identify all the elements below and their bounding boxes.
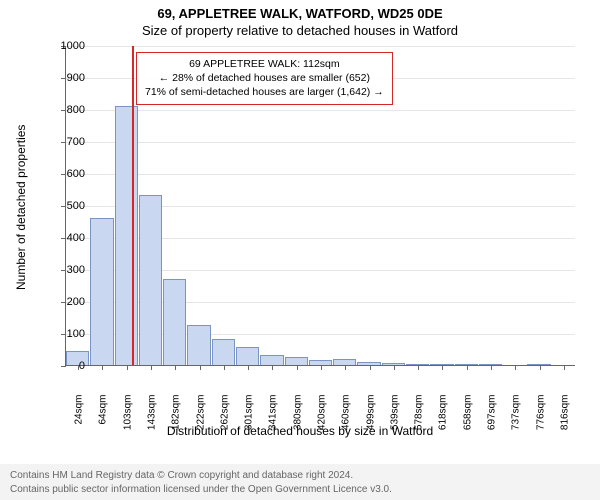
x-tick-mark [467,365,468,370]
x-tick-label: 262sqm [219,395,230,445]
annotation-line: ← 28% of detached houses are smaller (65… [145,71,384,85]
x-tick-label: 182sqm [171,395,182,445]
x-tick-mark [248,365,249,370]
x-tick-mark [200,365,201,370]
annotation-line: 71% of semi-detached houses are larger (… [145,85,384,99]
x-tick-label: 103sqm [122,395,133,445]
x-tick-mark [540,365,541,370]
x-tick-mark [127,365,128,370]
y-tick-label: 300 [45,264,85,276]
y-axis-label: Number of detached properties [14,125,28,290]
x-tick-label: 380sqm [292,395,303,445]
x-tick-label: 24sqm [74,395,85,445]
x-tick-label: 658sqm [462,395,473,445]
footer-line2: Contains public sector information licen… [10,483,590,497]
y-tick-label: 500 [45,200,85,212]
y-tick-label: 700 [45,136,85,148]
x-tick-label: 618sqm [438,395,449,445]
chart-title-address: 69, APPLETREE WALK, WATFORD, WD25 0DE [0,0,600,21]
x-tick-mark [345,365,346,370]
annotation-line: 69 APPLETREE WALK: 112sqm [145,57,384,71]
x-tick-label: 816sqm [559,395,570,445]
x-tick-label: 697sqm [487,395,498,445]
y-tick-label: 1000 [45,40,85,52]
x-tick-label: 578sqm [414,395,425,445]
x-tick-label: 222sqm [195,395,206,445]
x-tick-mark [515,365,516,370]
footer: Contains HM Land Registry data © Crown c… [0,464,600,500]
y-tick-label: 400 [45,232,85,244]
x-tick-label: 301sqm [244,395,255,445]
y-tick-label: 800 [45,104,85,116]
x-tick-label: 341sqm [268,395,279,445]
gridline [66,174,575,175]
x-tick-mark [224,365,225,370]
x-tick-label: 539sqm [389,395,400,445]
histogram-bar [187,325,210,365]
x-tick-mark [442,365,443,370]
histogram-bar [212,339,235,365]
histogram-bar [236,347,259,365]
y-tick-label: 900 [45,72,85,84]
gridline [66,110,575,111]
footer-line1: Contains HM Land Registry data © Crown c… [10,469,590,483]
chart-title-description: Size of property relative to detached ho… [0,21,600,42]
property-marker-line [132,46,134,365]
x-tick-label: 499sqm [365,395,376,445]
y-tick-label: 0 [45,360,85,372]
x-tick-label: 460sqm [341,395,352,445]
x-tick-label: 64sqm [98,395,109,445]
gridline [66,142,575,143]
x-tick-mark [102,365,103,370]
histogram-bar [260,355,283,365]
y-tick-label: 100 [45,328,85,340]
x-tick-mark [491,365,492,370]
annotation-box: 69 APPLETREE WALK: 112sqm← 28% of detach… [136,52,393,105]
x-tick-mark [297,365,298,370]
x-tick-mark [394,365,395,370]
histogram-bar [90,218,113,365]
x-tick-mark [272,365,273,370]
x-tick-mark [564,365,565,370]
x-tick-mark [418,365,419,370]
x-tick-mark [321,365,322,370]
x-tick-label: 420sqm [317,395,328,445]
plot-area: 69 APPLETREE WALK: 112sqm← 28% of detach… [65,46,575,366]
y-tick-label: 200 [45,296,85,308]
x-tick-label: 776sqm [535,395,546,445]
chart-container: 69, APPLETREE WALK, WATFORD, WD25 0DE Si… [0,0,600,460]
y-tick-label: 600 [45,168,85,180]
histogram-bar [163,279,186,365]
x-tick-label: 737sqm [511,395,522,445]
x-tick-mark [175,365,176,370]
histogram-bar [115,106,138,365]
x-tick-mark [151,365,152,370]
gridline [66,46,575,47]
x-tick-label: 143sqm [147,395,158,445]
histogram-bar [139,195,162,365]
x-tick-mark [370,365,371,370]
histogram-bar [285,357,308,365]
